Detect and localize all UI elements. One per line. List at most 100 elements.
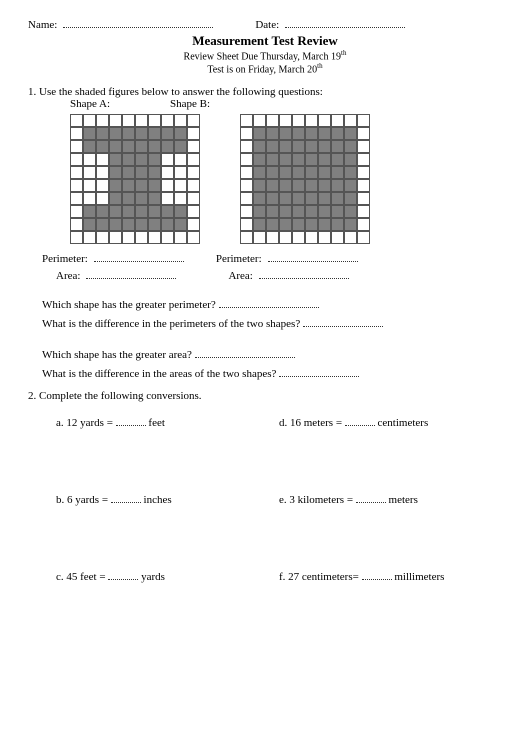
grid-cell xyxy=(122,218,135,231)
q2-f-post: millimeters xyxy=(392,571,445,583)
grid-cell xyxy=(161,192,174,205)
grid-cell xyxy=(357,231,370,244)
q1-area-diff: What is the difference in the areas of t… xyxy=(42,367,502,380)
perimeter-label-b: Perimeter: xyxy=(216,253,262,265)
grid-cell xyxy=(161,166,174,179)
question-1: 1. Use the shaded figures below to answe… xyxy=(28,86,502,380)
q2-c-post: yards xyxy=(138,571,165,583)
grid-cell xyxy=(344,179,357,192)
grid-cell xyxy=(318,205,331,218)
grid-cell xyxy=(357,114,370,127)
area-blank-b[interactable] xyxy=(259,269,349,279)
q2-d-blank[interactable] xyxy=(345,416,375,426)
grid-cell xyxy=(161,153,174,166)
q2-d-post: centimeters xyxy=(375,417,428,429)
perimeter-blank-b[interactable] xyxy=(268,252,358,262)
perimeter-label-a: Perimeter: xyxy=(42,253,88,265)
grid-cell xyxy=(187,179,200,192)
grid-cell xyxy=(148,153,161,166)
grid-cell xyxy=(96,231,109,244)
grid-cell xyxy=(187,140,200,153)
grid-cell xyxy=(161,127,174,140)
grid-cell xyxy=(148,114,161,127)
grid-cell xyxy=(305,166,318,179)
grid-cell xyxy=(187,114,200,127)
grid-cell xyxy=(109,166,122,179)
grid-cell xyxy=(70,231,83,244)
grid-cell xyxy=(357,140,370,153)
q2-b-pre: b. 6 yards = xyxy=(56,494,111,506)
grid-cell xyxy=(122,192,135,205)
grid-cell xyxy=(305,231,318,244)
q2-a-blank[interactable] xyxy=(116,416,146,426)
q1-ag-blank[interactable] xyxy=(195,348,295,358)
grid-cell xyxy=(70,127,83,140)
grid-cell xyxy=(266,127,279,140)
grid-cell xyxy=(331,179,344,192)
q2-row-1: a. 12 yards = feet d. 16 meters = centim… xyxy=(28,416,502,429)
grid-cell xyxy=(187,218,200,231)
date-blank[interactable] xyxy=(285,18,405,28)
grid-cell xyxy=(331,192,344,205)
grid-cell xyxy=(357,127,370,140)
grid-cell xyxy=(253,114,266,127)
grid-cell xyxy=(161,205,174,218)
q1-perimeter-greater: Which shape has the greater perimeter? xyxy=(42,298,502,311)
grid-cell xyxy=(83,192,96,205)
grid-cell xyxy=(174,205,187,218)
grid-cell xyxy=(83,114,96,127)
area-blank-a[interactable] xyxy=(86,269,176,279)
grid-cell xyxy=(135,166,148,179)
q2-a: a. 12 yards = feet xyxy=(56,416,279,429)
grid-cell xyxy=(279,127,292,140)
grid-cell xyxy=(174,192,187,205)
grid-cell xyxy=(70,153,83,166)
grid-cell xyxy=(135,218,148,231)
q1-ad-text: What is the difference in the areas of t… xyxy=(42,368,276,380)
grid-cell xyxy=(240,179,253,192)
grid-cell xyxy=(305,127,318,140)
grid-cell xyxy=(253,205,266,218)
grid-cell xyxy=(240,205,253,218)
grid-cell xyxy=(331,166,344,179)
perimeter-blank-a[interactable] xyxy=(94,252,184,262)
grid-cell xyxy=(109,140,122,153)
grid-cell xyxy=(135,179,148,192)
name-blank[interactable] xyxy=(63,18,213,28)
grid-cell xyxy=(122,114,135,127)
grid-cell xyxy=(161,140,174,153)
grid-cell xyxy=(292,179,305,192)
q2-f-blank[interactable] xyxy=(362,570,392,580)
grid-cell xyxy=(318,231,331,244)
grid-cell xyxy=(96,127,109,140)
grid-cell xyxy=(148,127,161,140)
grid-cell xyxy=(357,192,370,205)
subtitle1-sup: th xyxy=(341,49,346,57)
grid-cell xyxy=(266,153,279,166)
grid-cell xyxy=(122,179,135,192)
q1-ad-blank[interactable] xyxy=(279,367,359,377)
grid-cell xyxy=(318,114,331,127)
header-line: Name: Date: xyxy=(28,18,502,31)
q2-prompt: 2. Complete the following conversions. xyxy=(28,390,502,402)
q1-pd-blank[interactable] xyxy=(303,317,383,327)
q2-c: c. 45 feet = yards xyxy=(56,570,279,583)
grid-cell xyxy=(344,166,357,179)
q1-pg-blank[interactable] xyxy=(219,298,319,308)
q2-c-blank[interactable] xyxy=(108,570,138,580)
grid-cell xyxy=(109,218,122,231)
q2-b-blank[interactable] xyxy=(111,493,141,503)
grid-cell xyxy=(96,179,109,192)
grid-cell xyxy=(240,192,253,205)
q2-b: b. 6 yards = inches xyxy=(56,493,279,506)
grid-cell xyxy=(109,179,122,192)
q2-e-blank[interactable] xyxy=(356,493,386,503)
grid-cell xyxy=(83,179,96,192)
grid-cell xyxy=(70,140,83,153)
grid-cell xyxy=(174,153,187,166)
grid-cell xyxy=(70,166,83,179)
grid-cell xyxy=(70,192,83,205)
area-label-a: Area: xyxy=(56,270,80,282)
grid-cell xyxy=(174,114,187,127)
subtitle-1: Review Sheet Due Thursday, March 19th xyxy=(28,49,502,62)
